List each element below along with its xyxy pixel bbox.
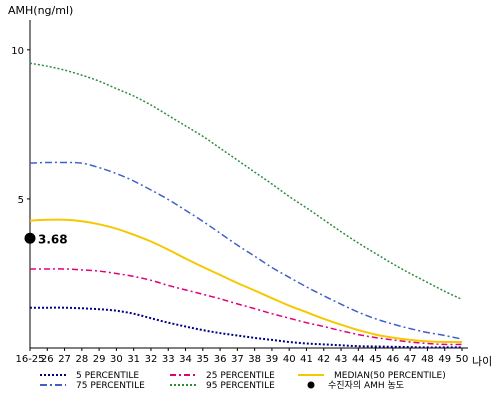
legend-label: 수진자의 AMH 농도 (328, 380, 404, 391)
patient-marker: 3.68 (24, 232, 68, 246)
series-line-2 (29, 218, 463, 344)
legend-label: 25 PERCENTILE (206, 371, 275, 381)
x-tick-label: 16-25 (15, 354, 44, 365)
x-axis-label: 나이 (472, 355, 492, 368)
x-tick-label: 27 (58, 354, 71, 365)
x-tick-label: 33 (162, 354, 175, 365)
x-tick-label: 45 (369, 354, 382, 365)
x-tick-label: 36 (214, 354, 227, 365)
x-tick-label: 35 (196, 354, 209, 365)
series-layer (29, 62, 463, 349)
legend-item: 75 PERCENTILE (40, 381, 145, 391)
x-tick-label: 40 (283, 354, 296, 365)
y-tick-label: 10 (11, 46, 24, 57)
x-tick-label: 46 (387, 354, 400, 365)
legend-label: MEDIAN(50 PERCENTILE) (334, 371, 446, 381)
x-tick-label: 43 (335, 354, 348, 365)
series-line-0 (29, 306, 462, 349)
x-tick-label: 50 (456, 354, 469, 365)
x-tick-label: 29 (93, 354, 106, 365)
y-tick-label: 5 (18, 195, 24, 206)
x-tick-label: 39 (266, 354, 279, 365)
x-tick-label: 44 (352, 354, 365, 365)
legend-item: MEDIAN(50 PERCENTILE) (298, 371, 446, 381)
x-tick-label: 38 (248, 354, 261, 365)
patient-marker-label: 3.68 (38, 232, 68, 246)
x-tick-label: 28 (75, 354, 88, 365)
legend-item: 수진자의 AMH 농도 (307, 380, 404, 391)
x-tick-label: 47 (404, 354, 417, 365)
legend-label: 5 PERCENTILE (76, 371, 139, 381)
patient-marker-dot (24, 232, 36, 244)
x-tick-label: 32 (145, 354, 158, 365)
x-tick-label: 31 (127, 354, 140, 365)
x-tick-label: 26 (41, 354, 54, 365)
legend-item: 25 PERCENTILE (170, 371, 275, 381)
series-line-1 (30, 268, 463, 346)
x-tick-label: 49 (438, 354, 451, 365)
legend-item: 5 PERCENTILE (40, 371, 139, 381)
series-line-4 (29, 62, 463, 301)
legend-swatch-dot (307, 381, 315, 389)
series-line-3 (29, 161, 463, 340)
legend-label: 75 PERCENTILE (76, 381, 145, 391)
legend-label: 95 PERCENTILE (206, 381, 275, 391)
y-ticks: 5 10 (11, 46, 30, 206)
x-tick-label: 48 (421, 354, 434, 365)
y-axis-label: AMH(ng/ml) (8, 4, 73, 17)
x-tick-label: 34 (179, 354, 192, 365)
x-tick-label: 42 (317, 354, 330, 365)
legend-item: 95 PERCENTILE (170, 381, 275, 391)
x-tick-label: 30 (110, 354, 123, 365)
x-tick-label: 41 (300, 354, 313, 365)
legend: 5 PERCENTILE 25 PERCENTILE MEDIAN(50 PERCE… (40, 371, 446, 391)
x-tick-label: 37 (231, 354, 244, 365)
